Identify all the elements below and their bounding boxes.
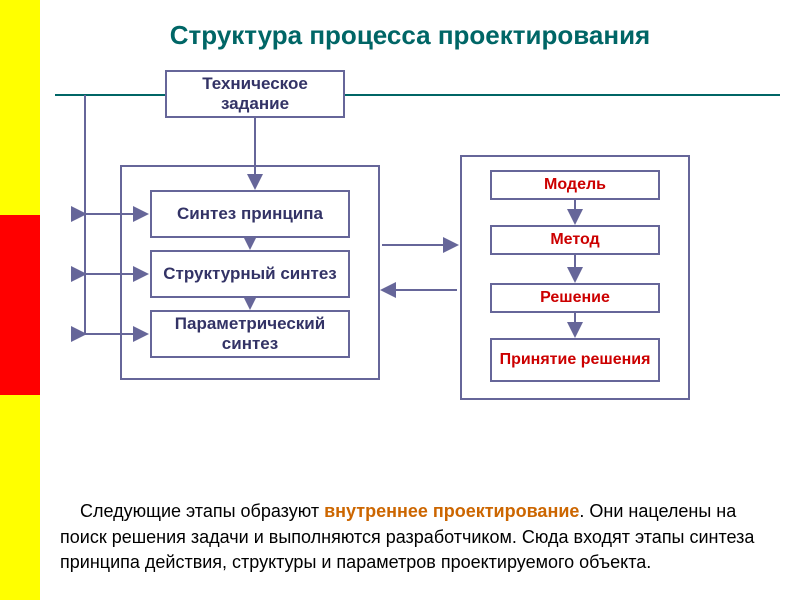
slide-title: Структура процесса проектирования: [60, 20, 760, 51]
sidebar-accent: [0, 0, 40, 600]
footer-highlight: внутреннее проектирование: [324, 501, 579, 521]
node-syn-struct: Структурный синтез: [150, 250, 350, 298]
node-syn-param: Параметрический синтез: [150, 310, 350, 358]
node-syn-principle: Синтез принципа: [150, 190, 350, 238]
node-solution: Решение: [490, 283, 660, 313]
footer-text: Следующие этапы образуют внутреннее прое…: [60, 499, 770, 575]
node-method: Метод: [490, 225, 660, 255]
node-decision: Принятие решения: [490, 338, 660, 382]
node-model: Модель: [490, 170, 660, 200]
node-tech-spec: Техническое задание: [165, 70, 345, 118]
